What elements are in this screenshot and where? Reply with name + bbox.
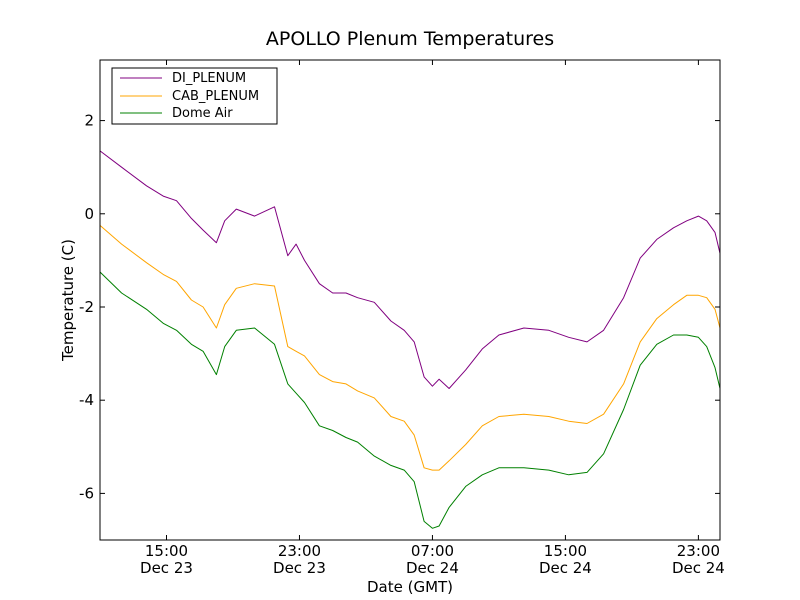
y-tick-label: -6: [79, 484, 94, 502]
series-line-cab-plenum: [99, 225, 721, 471]
legend-label-di-plenum: DI_PLENUM: [172, 71, 246, 86]
x-tick-label-time: 23:00: [278, 542, 321, 560]
plot-frame: [99, 59, 721, 541]
y-tick-label: 2: [84, 112, 94, 130]
y-tick-label: -2: [79, 298, 94, 316]
y-tick-label: 0: [84, 205, 94, 223]
chart-title: APOLLO Plenum Temperatures: [266, 28, 554, 50]
x-tick-label-date: Dec 24: [672, 559, 725, 577]
x-tick-label-date: Dec 24: [406, 559, 459, 577]
y-axis-label: Temperature (C): [59, 239, 77, 362]
series-line-di-plenum: [99, 150, 721, 389]
x-axis-label: Date (GMT): [367, 578, 453, 596]
x-tick-label-time: 15:00: [544, 542, 587, 560]
legend: DI_PLENUM CAB_PLENUM Dome Air: [111, 67, 278, 125]
legend-label-cab-plenum: CAB_PLENUM: [172, 89, 259, 104]
x-tick-label-date: Dec 23: [273, 559, 326, 577]
series-layer: [99, 150, 721, 529]
x-tick-label-time: 15:00: [145, 542, 188, 560]
x-tick-label-time: 23:00: [677, 542, 720, 560]
x-tick-label-date: Dec 23: [140, 559, 193, 577]
y-tick-label: -4: [79, 391, 94, 409]
x-tick-label-date: Dec 24: [539, 559, 592, 577]
series-line-dome-air: [99, 271, 721, 529]
x-tick-label-time: 07:00: [411, 542, 454, 560]
legend-label-dome-air: Dome Air: [172, 106, 233, 121]
